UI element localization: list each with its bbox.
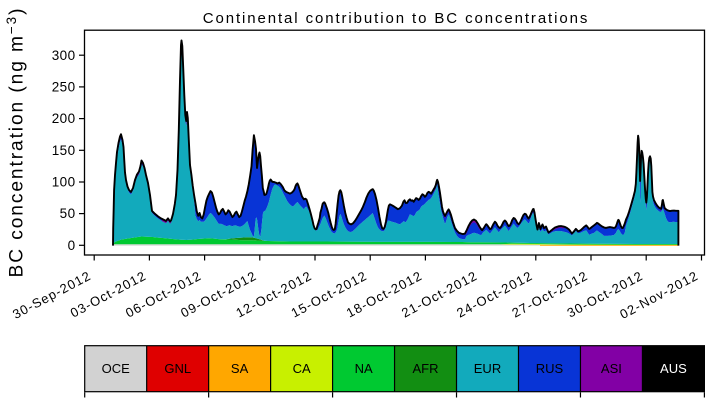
svg-text:EUR: EUR: [474, 361, 501, 376]
svg-text:NA: NA: [355, 361, 373, 376]
svg-text:OCE: OCE: [102, 361, 131, 376]
svg-text:AUS: AUS: [660, 361, 687, 376]
svg-text:150: 150: [52, 143, 76, 158]
svg-text:SA: SA: [231, 361, 249, 376]
svg-text:CA: CA: [293, 361, 311, 376]
svg-text:GNL: GNL: [164, 361, 191, 376]
svg-text:250: 250: [52, 80, 76, 95]
svg-text:RUS: RUS: [536, 361, 564, 376]
svg-text:0: 0: [68, 238, 76, 253]
svg-text:Continental contribution to BC: Continental contribution to BC concentra…: [203, 10, 590, 27]
svg-text:50: 50: [60, 206, 76, 221]
svg-text:BC concentration (ng m−3): BC concentration (ng m−3): [4, 7, 28, 278]
svg-text:AFR: AFR: [413, 361, 439, 376]
svg-text:100: 100: [52, 175, 76, 190]
svg-text:300: 300: [52, 48, 76, 63]
svg-text:ASI: ASI: [601, 361, 622, 376]
svg-text:200: 200: [52, 111, 76, 126]
